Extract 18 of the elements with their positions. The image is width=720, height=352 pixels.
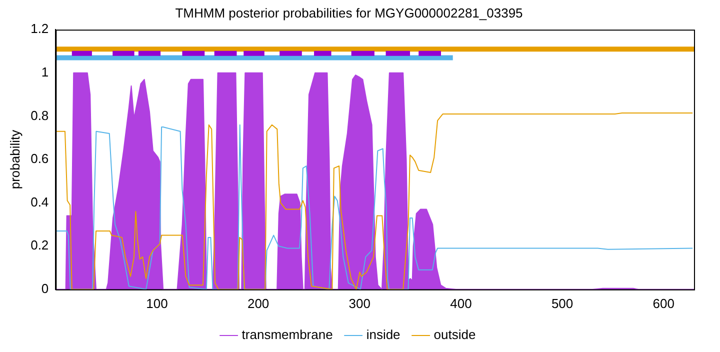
chart-title: TMHMM posterior probabilities for MGYG000002281_03395: [175, 5, 523, 20]
y-tick-label: 1.2: [30, 21, 49, 36]
y-tick-label: 0.8: [30, 108, 49, 123]
x-tick-label: 100: [146, 296, 168, 311]
x-tick-label: 200: [247, 296, 270, 311]
x-tick-label: 300: [348, 296, 370, 311]
legend-label: outside: [434, 327, 476, 342]
y-tick-label: 1: [41, 64, 49, 80]
y-tick-label: 0.6: [30, 151, 49, 166]
legend-label: transmembrane: [242, 327, 333, 342]
y-tick-label: 0: [41, 280, 49, 296]
x-tick-label: 400: [450, 296, 472, 311]
y-tick-label: 0.2: [30, 238, 49, 253]
x-tick-label: 600: [652, 296, 674, 311]
legend-label: inside: [366, 327, 400, 342]
y-axis-title: probability: [7, 129, 22, 190]
y-tick-label: 0.4: [30, 194, 49, 210]
x-tick-label: 500: [551, 296, 574, 311]
